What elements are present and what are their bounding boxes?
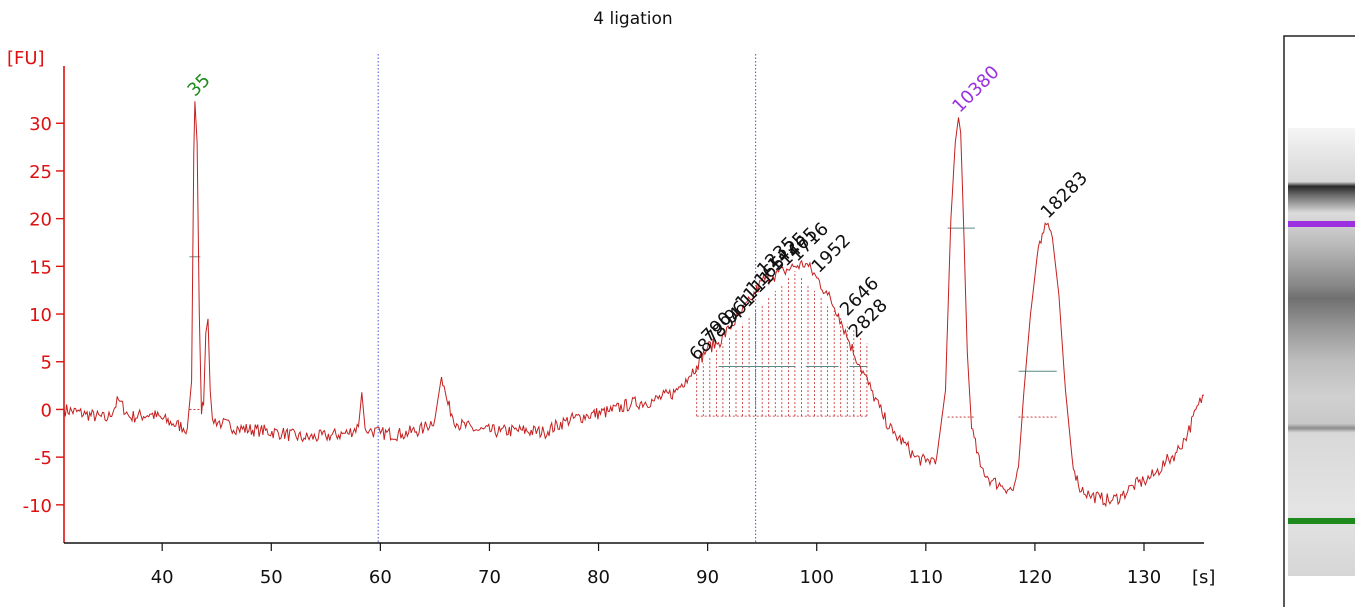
x-tick-label: 90 xyxy=(696,567,719,588)
x-tick-label: 50 xyxy=(260,567,283,588)
x-axis-unit-label: [s] xyxy=(1192,567,1215,588)
gel-lane xyxy=(1288,128,1355,576)
x-tick-label: 120 xyxy=(1018,567,1052,588)
x-tick-label: 100 xyxy=(800,567,834,588)
y-tick-label: 15 xyxy=(29,257,52,278)
chart-title: 4 ligation xyxy=(593,9,672,29)
x-tick-label: 80 xyxy=(587,567,610,588)
y-tick-label: 20 xyxy=(29,210,52,231)
x-tick-label: 60 xyxy=(369,567,392,588)
y-tick-label: -5 xyxy=(34,448,52,469)
x-tick-label: 110 xyxy=(909,567,943,588)
y-tick-label: 25 xyxy=(29,162,52,183)
signal-trace xyxy=(63,101,1205,508)
x-tick-label: 130 xyxy=(1127,567,1161,588)
y-tick-label: 30 xyxy=(29,114,52,135)
y-tick-label: -10 xyxy=(23,496,52,517)
y-tick-label: 5 xyxy=(41,353,52,374)
y-tick-label: 10 xyxy=(29,305,52,326)
gel-upper-marker-band xyxy=(1288,221,1355,227)
x-tick-label: 70 xyxy=(478,567,501,588)
y-tick-label: 0 xyxy=(41,400,52,421)
x-tick-label: 40 xyxy=(151,567,174,588)
gel-lower-marker-band xyxy=(1288,518,1355,524)
y-axis-unit-label: [FU] xyxy=(7,48,45,69)
